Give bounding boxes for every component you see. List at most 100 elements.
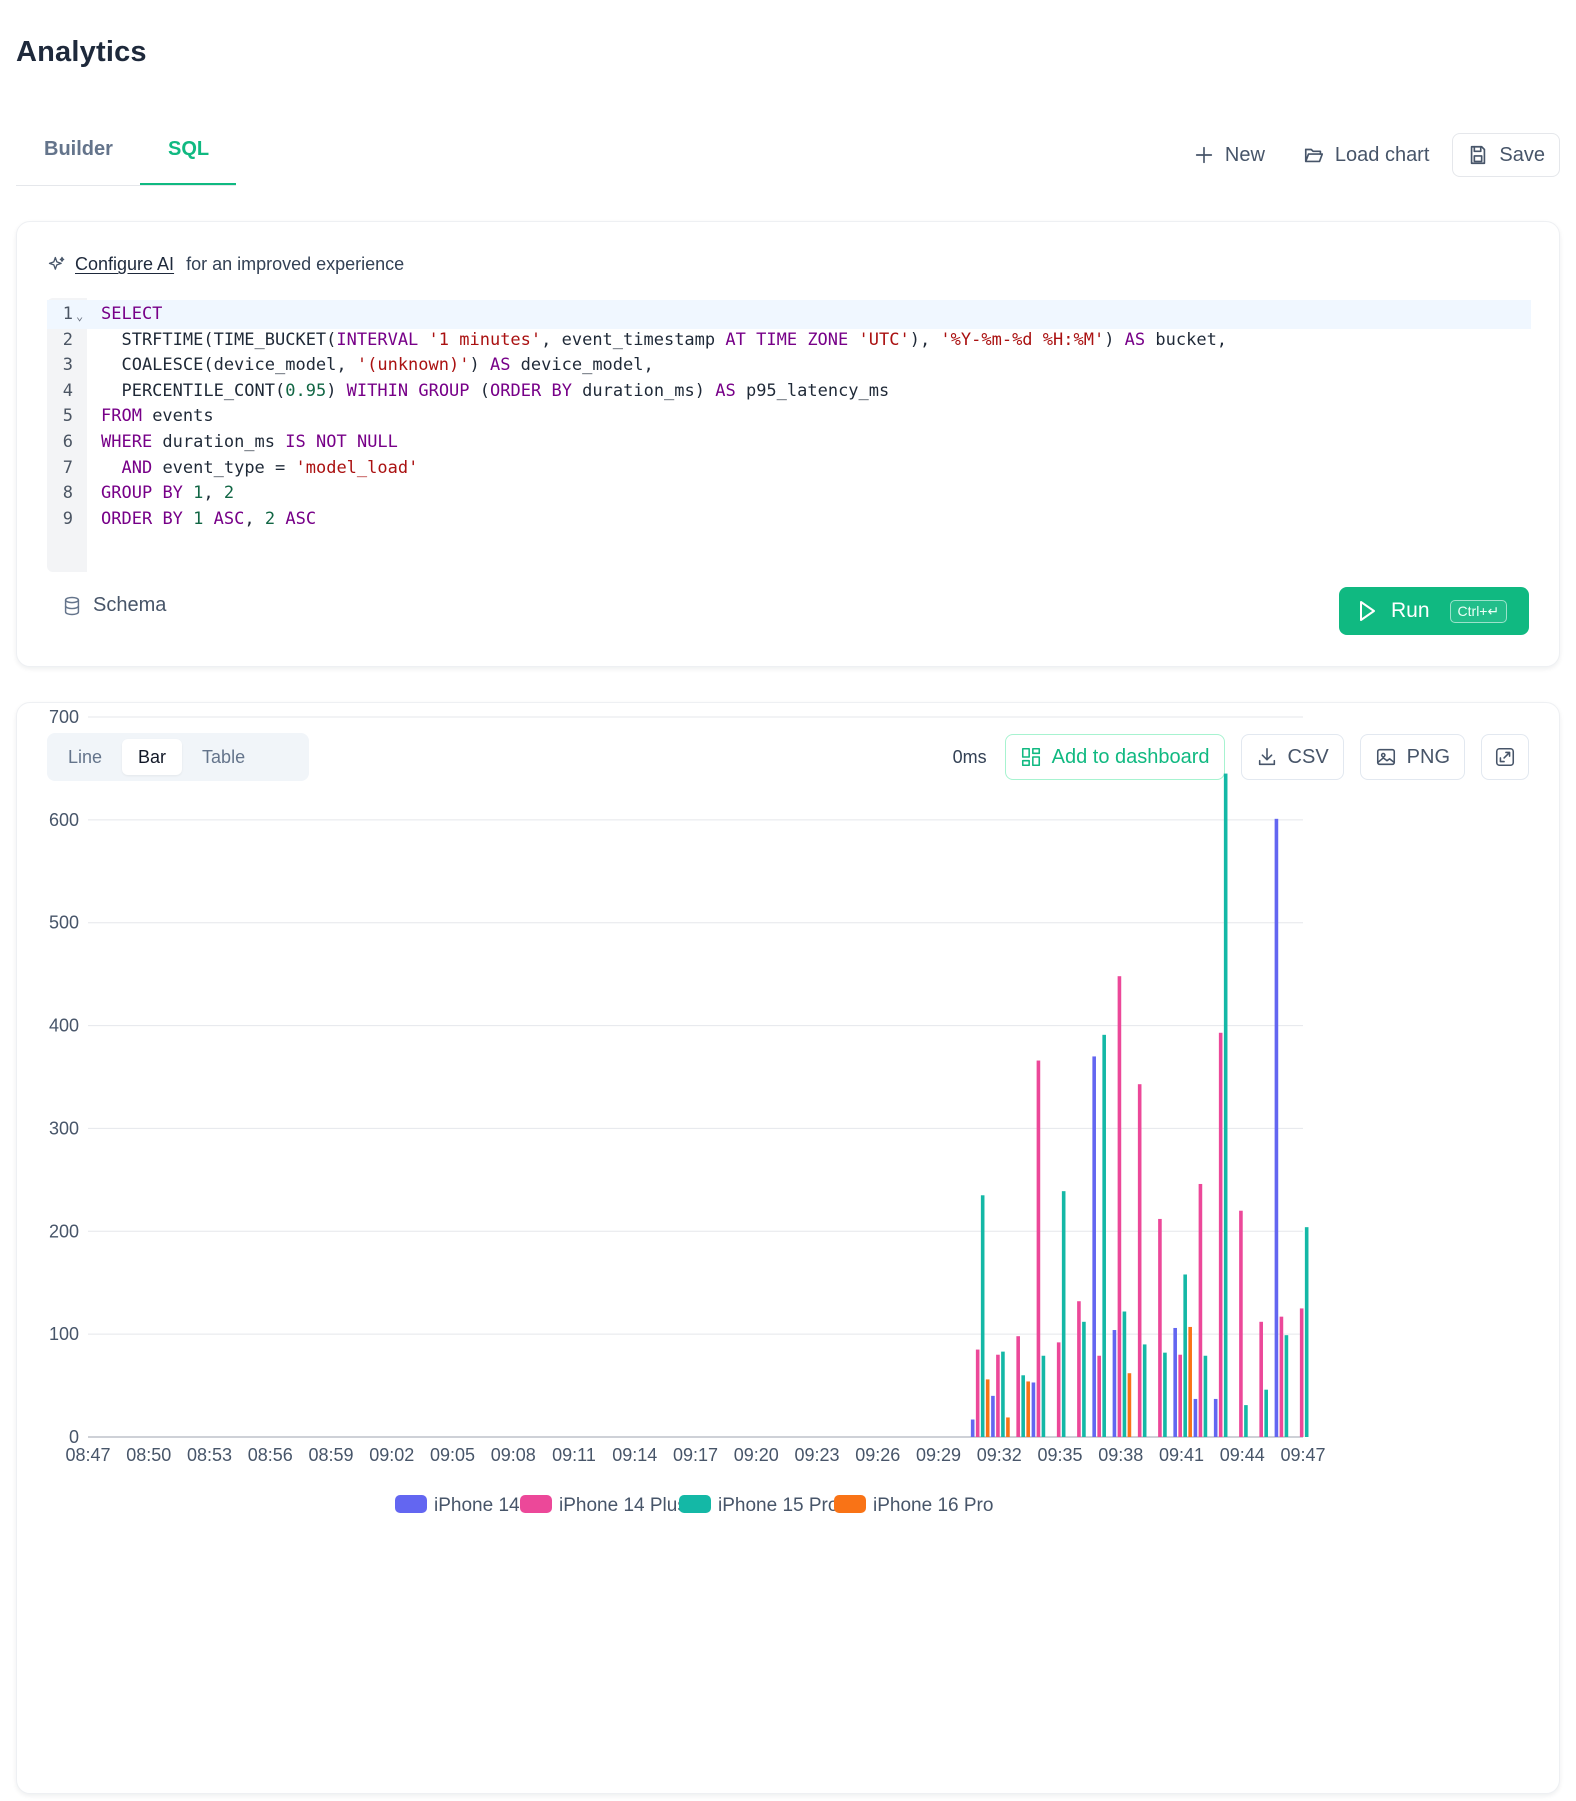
- bar: [1102, 1034, 1106, 1437]
- x-tick-label: 09:32: [977, 1445, 1022, 1465]
- database-icon: [64, 596, 80, 615]
- bar: [1193, 1398, 1198, 1437]
- line-number: 5: [62, 406, 73, 427]
- bar: [980, 1195, 985, 1437]
- x-tick-label: 09:08: [491, 1445, 536, 1465]
- run-label: Run: [1391, 599, 1430, 622]
- code-line: 9 ORDER BY 1 ASC, 2 ASC: [47, 505, 1531, 534]
- code-text: PERCENTILE_CONT(0.95) WITHIN GROUP (ORDE…: [101, 380, 890, 401]
- bar: [1178, 1354, 1182, 1437]
- ai-hint: Configure AI for an improved experience: [47, 254, 404, 275]
- bar: [1304, 1227, 1309, 1437]
- x-tick-label: 09:41: [1159, 1445, 1204, 1465]
- y-tick-label: 400: [49, 1016, 79, 1036]
- active-tab-indicator: [140, 183, 236, 185]
- code-line: 2 STRFTIME(TIME_BUCKET(INTERVAL '1 minut…: [47, 326, 1531, 355]
- bar: [1092, 1056, 1096, 1437]
- schema-button[interactable]: Schema: [61, 594, 166, 617]
- folder-open-icon: [1304, 148, 1323, 163]
- x-tick-label: 09:02: [369, 1445, 414, 1465]
- results-card: Line Bar Table 0ms Add to dashboard CSV …: [16, 702, 1560, 1794]
- view-table[interactable]: Table: [202, 746, 246, 767]
- sql-code-editor[interactable]: 1 ⌄ SELECT 2 STRFTIME(TIME_BUCKET(INTERVAL …: [47, 298, 1531, 572]
- bar: [1279, 1316, 1284, 1437]
- bar: [1026, 1381, 1030, 1437]
- code-line: 4 PERCENTILE_CONT(0.95) WITHIN GROUP (OR…: [47, 377, 1531, 406]
- code-line: 3 COALESCE(device_model, '(unknown)') AS…: [47, 351, 1531, 380]
- x-tick-label: 09:05: [430, 1445, 475, 1465]
- view-bar[interactable]: Bar: [122, 739, 183, 775]
- save-button[interactable]: Save: [1452, 133, 1560, 177]
- bar: [1264, 1389, 1268, 1437]
- line-number: 3: [62, 355, 73, 376]
- chart-type-toggle: Line Bar Table: [47, 733, 309, 781]
- x-tick-label: 09:17: [673, 1445, 718, 1465]
- bar: [996, 1354, 1000, 1437]
- legend-label: iPhone 16 Pro: [873, 1495, 993, 1516]
- x-tick-label: 09:35: [1037, 1445, 1082, 1465]
- legend-swatch: [395, 1495, 427, 1513]
- fold-chevron-icon[interactable]: ⌄: [76, 309, 84, 323]
- bar: [1137, 1084, 1142, 1437]
- load-chart-button[interactable]: Load chart: [1287, 133, 1445, 177]
- bar: [1001, 1351, 1005, 1437]
- x-tick-label: 09:47: [1280, 1445, 1325, 1465]
- x-tick-label: 08:56: [248, 1445, 293, 1465]
- bar: [1036, 1060, 1041, 1437]
- bar: [1213, 1398, 1218, 1437]
- x-tick-label: 09:11: [552, 1445, 596, 1465]
- legend-swatch: [679, 1495, 711, 1513]
- code-line: 6 WHERE duration_ms IS NOT NULL: [47, 428, 1531, 457]
- line-number: 6: [62, 432, 73, 452]
- bar-chart: 0 100 200 300 400 500 600 700 08:47 08:50 08:53 08:…: [49, 707, 1326, 1516]
- x-tick-label: 08:50: [126, 1445, 171, 1465]
- legend-swatch: [834, 1495, 866, 1513]
- expand-button[interactable]: [1481, 734, 1529, 780]
- bar: [1122, 1311, 1127, 1437]
- configure-ai-link[interactable]: Configure AI: [75, 254, 175, 274]
- view-line[interactable]: Line: [68, 746, 103, 767]
- line-number: 1: [62, 304, 73, 324]
- bar: [1016, 1336, 1020, 1437]
- png-download-button[interactable]: PNG: [1359, 734, 1465, 780]
- legend-label: iPhone 15 Pro: [718, 1495, 838, 1516]
- bar: [1244, 1405, 1248, 1437]
- add-to-dashboard-button[interactable]: Add to dashboard: [1004, 734, 1225, 780]
- x-tick-label: 08:59: [308, 1445, 353, 1465]
- legend-label: iPhone 14 Plus: [559, 1495, 687, 1516]
- query-timing: 0ms: [952, 746, 987, 767]
- line-number-gutter: [47, 298, 87, 572]
- x-tick-label: 09:14: [612, 1445, 657, 1465]
- schema-label: Schema: [93, 594, 167, 616]
- bar: [975, 1349, 980, 1437]
- new-button[interactable]: New: [1177, 133, 1280, 177]
- y-tick-label: 100: [49, 1324, 79, 1344]
- plus-icon: [1195, 146, 1213, 164]
- bar: [991, 1395, 995, 1437]
- tab-sql[interactable]: SQL: [168, 138, 210, 160]
- expand-icon: [1495, 747, 1515, 767]
- csv-download-button[interactable]: CSV: [1240, 734, 1344, 780]
- code-text: FROM events: [101, 406, 214, 427]
- legend-swatch: [520, 1495, 552, 1513]
- download-icon: [1258, 747, 1275, 766]
- y-tick-label: 0: [69, 1427, 79, 1447]
- bar: [985, 1379, 990, 1437]
- bar: [1163, 1352, 1167, 1437]
- image-icon: [1376, 748, 1395, 766]
- x-tick-label: 08:47: [65, 1445, 110, 1465]
- run-button[interactable]: Run Ctrl+↵: [1339, 587, 1529, 635]
- x-tick-label: 09:20: [734, 1445, 779, 1465]
- csv-label: CSV: [1287, 745, 1329, 768]
- code-line: 1 ⌄ SELECT: [47, 300, 1531, 330]
- code-text: WHERE duration_ms IS NOT NULL: [101, 432, 398, 452]
- tab-builder[interactable]: Builder: [44, 138, 113, 160]
- bar: [1274, 818, 1279, 1437]
- bar: [1097, 1355, 1101, 1437]
- bar: [1117, 976, 1122, 1437]
- bar: [1041, 1355, 1046, 1437]
- bar: [1173, 1327, 1177, 1437]
- top-actions: New Load chart Save: [1177, 133, 1560, 177]
- x-tick-label: 08:53: [187, 1445, 232, 1465]
- line-number: 7: [62, 457, 73, 478]
